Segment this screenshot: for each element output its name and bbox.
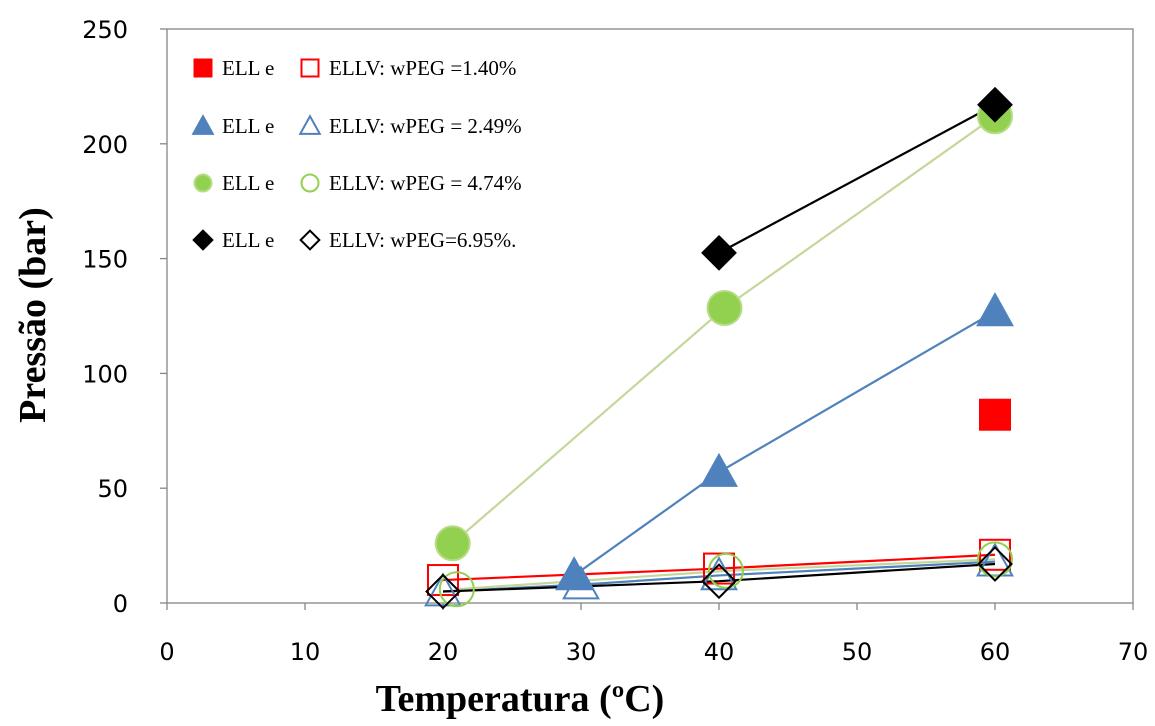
y-axis-title: Pressão (bar) xyxy=(12,207,54,423)
legend-entry: ELL e ELLV: wPEG = 2.49% xyxy=(191,114,522,138)
series-line-ellv-diamond xyxy=(442,562,996,593)
legend-entry: ELL e ELLV: wPEG = 4.74% xyxy=(193,171,522,195)
data-point-ellv-square xyxy=(979,538,1011,571)
data-point-ell-circle xyxy=(706,289,743,326)
legend-marker-ell-circle xyxy=(193,173,213,193)
legend-label-ellv: ELLV: wPEG = 4.74% xyxy=(329,171,522,195)
legend-marker-ell-triangle xyxy=(191,114,215,135)
y-tick-label: 100 xyxy=(82,360,128,388)
data-point-ellv-square xyxy=(703,552,735,585)
x-tick-label: 60 xyxy=(980,638,1011,666)
legend-marker-ellv-circle xyxy=(300,173,320,193)
legend-label-ell: ELL e xyxy=(222,171,274,195)
data-point-ellv-diamond xyxy=(425,573,461,610)
legend-marker-ellv-triangle xyxy=(298,114,322,135)
data-point-ellv-square xyxy=(427,564,459,597)
legend-entry: ELL e ELLV: wPEG=6.95%. xyxy=(192,228,516,252)
data-point-ell-circle xyxy=(434,525,471,562)
x-tick-label: 0 xyxy=(159,638,174,666)
axes-layer: 0 10 20 30 40 50 60 70 0 50 100 150 200 250 xyxy=(82,16,1148,666)
y-tick-label: 50 xyxy=(97,475,128,503)
data-point-ellv-diamond xyxy=(977,546,1013,582)
y-tick-label: 0 xyxy=(113,590,128,618)
legend-label-ell: ELL e xyxy=(222,228,274,252)
x-axis-title: Temperatura (ºC) xyxy=(376,678,665,720)
data-point-ellv-circle xyxy=(977,541,1013,578)
legend-label-ellv: ELLV: wPEG = 2.49% xyxy=(329,114,522,138)
data-point-ell-triangle xyxy=(976,292,1014,327)
legend-label-ellv: ELLV: wPEG =1.40% xyxy=(329,56,516,80)
data-point-ell-triangle xyxy=(555,556,594,591)
x-tick-label: 30 xyxy=(566,638,597,666)
data-point-ellv-diamond xyxy=(701,563,737,600)
y-tick-label: 250 xyxy=(82,16,128,44)
y-tick-label: 200 xyxy=(82,131,128,159)
legend-marker-ell-diamond xyxy=(192,229,214,251)
y-tick-label: 150 xyxy=(82,246,128,274)
x-tick-label: 40 xyxy=(704,638,735,666)
x-tick-label: 20 xyxy=(428,638,459,666)
legend-marker-ellv-diamond xyxy=(299,229,321,251)
data-point-ell-triangle xyxy=(700,452,738,487)
series-line-ell-triangle xyxy=(573,310,996,577)
series-line-ellv-square xyxy=(442,553,996,582)
legend-marker-ell-square xyxy=(193,58,213,78)
series-markers-layer xyxy=(424,86,1014,610)
x-tick-label: 50 xyxy=(842,638,873,666)
legend: ELL e ELLV: wPEG =1.40% ELL e ELLV: wPEG = … xyxy=(191,56,522,252)
x-tick-label: 10 xyxy=(290,638,321,666)
data-point-ellv-triangle xyxy=(424,572,462,607)
legend-label-ell: ELL e xyxy=(222,114,274,138)
legend-label-ellv: ELLV: wPEG=6.95%. xyxy=(329,228,516,252)
legend-entry: ELL e ELLV: wPEG =1.40% xyxy=(193,56,516,80)
series-line-ell-diamond xyxy=(718,103,996,254)
legend-marker-ellv-square xyxy=(300,58,320,78)
data-point-ellv-circle xyxy=(438,571,475,608)
data-point-ell-diamond xyxy=(701,234,737,271)
series-lines-layer xyxy=(442,103,996,593)
data-point-ell-diamond xyxy=(977,86,1013,123)
data-point-ell-square xyxy=(979,398,1011,431)
legend-label-ell: ELL e xyxy=(222,56,274,80)
x-tick-label: 70 xyxy=(1118,638,1149,666)
data-point-ellv-circle xyxy=(707,552,744,589)
plot-area-border xyxy=(166,28,1134,604)
